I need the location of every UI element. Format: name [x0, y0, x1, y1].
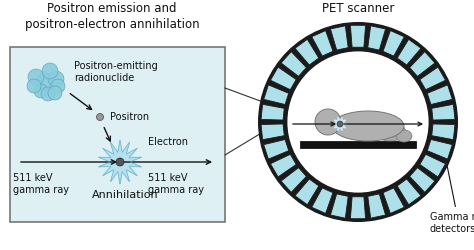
Text: Annihilation: Annihilation [91, 190, 158, 200]
Text: Positron-emitting
radionuclide: Positron-emitting radionuclide [74, 61, 158, 83]
Ellipse shape [332, 111, 404, 141]
Ellipse shape [396, 130, 412, 142]
Circle shape [36, 73, 54, 91]
Polygon shape [312, 30, 333, 56]
Circle shape [27, 79, 41, 93]
Polygon shape [410, 168, 435, 192]
Polygon shape [383, 188, 404, 214]
Circle shape [51, 79, 65, 93]
Polygon shape [410, 52, 435, 76]
Circle shape [116, 158, 124, 166]
Text: 511 keV
gamma ray: 511 keV gamma ray [13, 173, 69, 195]
Polygon shape [261, 104, 284, 120]
Polygon shape [295, 179, 319, 205]
Text: PET scanner: PET scanner [322, 2, 394, 15]
Polygon shape [261, 124, 284, 140]
Polygon shape [432, 104, 455, 120]
Circle shape [315, 109, 341, 135]
Polygon shape [312, 188, 333, 214]
Polygon shape [271, 154, 296, 177]
Polygon shape [368, 26, 385, 50]
Circle shape [34, 84, 48, 98]
Polygon shape [350, 197, 365, 219]
Text: Positron emission and
positron-electron annihilation: Positron emission and positron-electron … [25, 2, 199, 31]
Circle shape [28, 69, 44, 85]
Polygon shape [333, 117, 347, 131]
Text: Electron: Electron [148, 137, 188, 147]
Polygon shape [383, 30, 404, 56]
Circle shape [41, 87, 55, 101]
Polygon shape [397, 179, 421, 205]
FancyBboxPatch shape [10, 47, 225, 222]
Polygon shape [427, 85, 452, 104]
Polygon shape [330, 194, 348, 218]
Circle shape [48, 71, 64, 87]
Text: 511 keV
gamma ray: 511 keV gamma ray [148, 173, 204, 195]
Polygon shape [295, 39, 319, 65]
Bar [300, 141, 416, 148]
Polygon shape [350, 25, 365, 47]
Polygon shape [264, 140, 289, 159]
Circle shape [48, 86, 62, 100]
Circle shape [337, 121, 343, 127]
Polygon shape [432, 124, 455, 140]
Polygon shape [368, 194, 385, 218]
Text: Gamma ray
detectors: Gamma ray detectors [424, 59, 474, 234]
Circle shape [97, 114, 103, 120]
Circle shape [286, 50, 430, 194]
Polygon shape [271, 67, 296, 90]
Polygon shape [264, 85, 289, 104]
Polygon shape [420, 154, 446, 177]
Polygon shape [281, 168, 306, 192]
Polygon shape [99, 140, 141, 184]
Circle shape [258, 22, 458, 222]
Polygon shape [281, 52, 306, 76]
Polygon shape [397, 39, 421, 65]
Polygon shape [330, 26, 348, 50]
Text: Positron: Positron [110, 112, 149, 122]
Polygon shape [427, 140, 452, 159]
Polygon shape [420, 67, 446, 90]
Circle shape [42, 63, 58, 79]
Ellipse shape [374, 123, 406, 141]
